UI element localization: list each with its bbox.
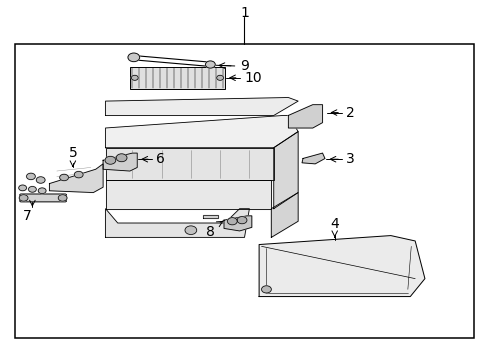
- Circle shape: [131, 75, 138, 80]
- Text: 7: 7: [23, 210, 32, 224]
- Circle shape: [28, 186, 36, 192]
- Text: 9: 9: [240, 59, 249, 73]
- FancyBboxPatch shape: [20, 194, 66, 202]
- Polygon shape: [288, 105, 322, 128]
- Text: 3: 3: [345, 152, 354, 166]
- Bar: [130, 67, 224, 89]
- Text: 6: 6: [156, 152, 164, 166]
- Polygon shape: [259, 235, 424, 297]
- Circle shape: [26, 173, 35, 180]
- Circle shape: [216, 75, 223, 80]
- Text: 4: 4: [330, 217, 338, 231]
- Circle shape: [19, 195, 28, 201]
- Circle shape: [184, 226, 196, 234]
- Polygon shape: [103, 153, 137, 171]
- Circle shape: [38, 188, 46, 194]
- Circle shape: [19, 185, 26, 191]
- Polygon shape: [203, 215, 217, 219]
- Polygon shape: [105, 180, 271, 209]
- Circle shape: [74, 171, 83, 178]
- Polygon shape: [271, 193, 298, 237]
- Circle shape: [227, 218, 237, 225]
- Text: 8: 8: [205, 225, 214, 239]
- Polygon shape: [302, 153, 325, 164]
- Text: 1: 1: [240, 6, 248, 20]
- Circle shape: [261, 286, 271, 293]
- Polygon shape: [49, 164, 103, 193]
- Circle shape: [128, 53, 140, 62]
- Text: 5: 5: [68, 146, 77, 160]
- Polygon shape: [105, 116, 298, 148]
- Circle shape: [116, 154, 127, 162]
- Polygon shape: [105, 148, 273, 180]
- Circle shape: [205, 61, 215, 68]
- Circle shape: [237, 217, 246, 224]
- Circle shape: [105, 156, 116, 164]
- Text: 10: 10: [244, 71, 262, 85]
- Text: 2: 2: [345, 105, 354, 120]
- Bar: [15, 44, 473, 338]
- Polygon shape: [224, 216, 251, 231]
- Circle shape: [58, 195, 67, 201]
- Circle shape: [36, 177, 45, 183]
- Polygon shape: [273, 132, 298, 209]
- Circle shape: [60, 174, 68, 181]
- Polygon shape: [105, 209, 249, 237]
- Polygon shape: [105, 98, 298, 116]
